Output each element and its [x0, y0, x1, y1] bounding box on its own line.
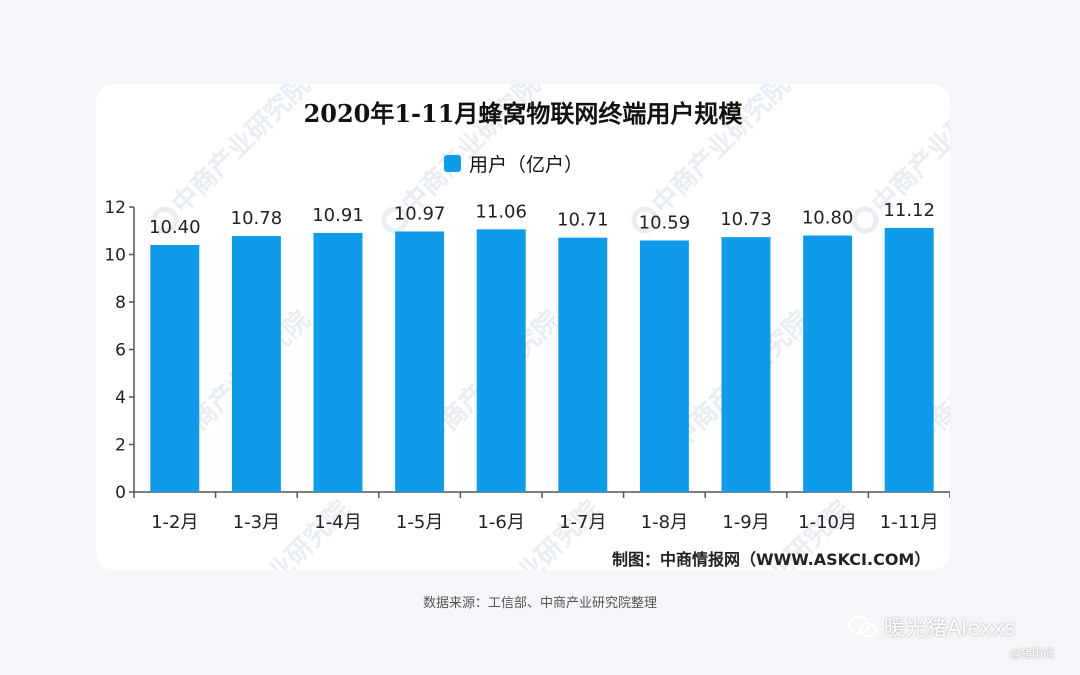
data-label: 10.91: [312, 205, 364, 226]
y-tick-label: 10: [104, 246, 126, 266]
bar: [803, 235, 853, 492]
x-tick-label: 1-2月: [151, 512, 198, 533]
bar: [150, 245, 200, 492]
watermark-logo-icon: [381, 206, 409, 234]
x-tick-label: 1-10月: [798, 512, 857, 533]
data-label: 10.73: [720, 209, 772, 230]
data-label: 11.12: [883, 200, 935, 221]
bar-layer: [150, 227, 934, 492]
bar: [639, 240, 689, 492]
chart-svg: 中商产业研究院中商产业研究院中商产业研究院中商产业研究院中商产业研究院中商产业研…: [104, 84, 950, 570]
wechat-account-name: 暖光猪Alexxs: [884, 616, 1016, 640]
chart-card: 中商产业研究院中商产业研究院中商产业研究院中商产业研究院中商产业研究院中商产业研…: [96, 84, 950, 570]
bar: [476, 229, 526, 492]
bar: [313, 232, 363, 492]
y-tick-label: 2: [115, 436, 126, 456]
x-tick-label: 1-7月: [559, 512, 606, 533]
watermark-logo-icon: [851, 206, 879, 234]
x-tick-label: 1-4月: [314, 512, 361, 533]
label-layer: 10.40 10.78 10.91 10.97 11.06 10.71 10.59 10.73…: [149, 200, 935, 238]
bar: [721, 237, 771, 492]
x-tick-label: 1-6月: [477, 512, 524, 533]
data-label: 10.59: [639, 212, 691, 233]
y-tick-label: 6: [115, 341, 126, 361]
bar: [231, 235, 281, 492]
x-tick-label: 1-5月: [396, 512, 443, 533]
legend-swatch: [444, 155, 461, 172]
y-tick-label: 8: [115, 293, 126, 313]
y-tick-label: 12: [104, 198, 126, 218]
bar: [884, 227, 934, 492]
y-tick-label: 0: [115, 483, 126, 503]
data-label: 11.06: [475, 201, 527, 222]
data-label: 10.97: [394, 203, 446, 224]
legend-label: 用户（亿户）: [469, 154, 584, 176]
data-label: 10.78: [231, 208, 283, 229]
x-tick-label: 1-8月: [641, 512, 688, 533]
data-label: 10.40: [149, 217, 201, 238]
data-label: 10.71: [557, 210, 609, 231]
legend: 用户（亿户）: [444, 150, 583, 177]
wechat-account: 暖光猪Alexxs: [848, 612, 1016, 642]
x-tick-label: 1-3月: [233, 512, 280, 533]
x-tick-label: 1-11月: [880, 512, 939, 533]
author-handle: @猪雨荷: [1010, 647, 1054, 660]
x-tick-label: 1-9月: [722, 512, 769, 533]
wechat-icon: [848, 616, 877, 638]
data-label: 10.80: [802, 208, 854, 229]
source-note: 数据来源：工信部、中商产业研究院整理: [422, 596, 657, 611]
chart-title: 2020年1-11月蜂窝物联网终端用户规模: [303, 99, 743, 128]
chart-credit: 制图：中商情报网（WWW.ASKCI.COM）: [612, 550, 931, 569]
bar: [558, 237, 608, 492]
y-tick-label: 4: [115, 388, 126, 408]
watermark-logo-icon: [151, 206, 179, 234]
watermark-logo-icon: [631, 206, 659, 234]
bar: [395, 231, 445, 492]
